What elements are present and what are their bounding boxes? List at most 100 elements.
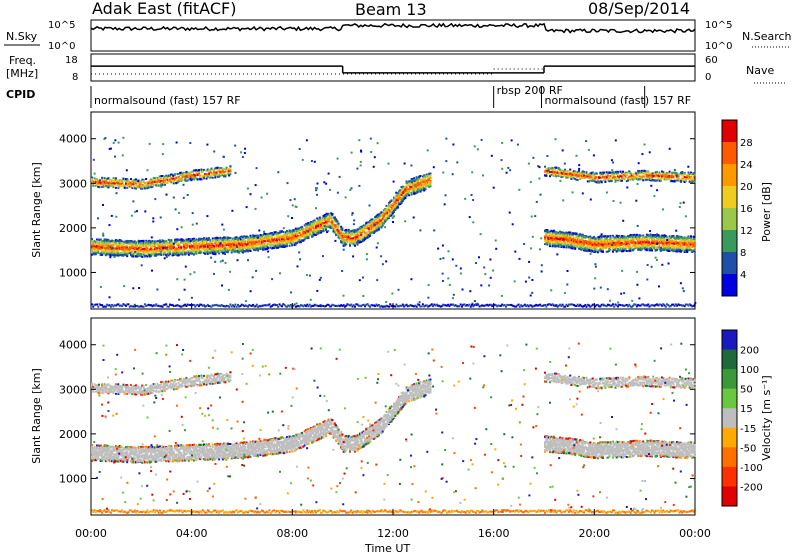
data-cell: [404, 197, 407, 200]
data-cell: [170, 240, 173, 243]
data-cell: [198, 172, 200, 175]
data-cell: [552, 238, 555, 241]
data-cell: [146, 242, 149, 245]
data-cell: [235, 238, 238, 240]
data-cell: [399, 192, 402, 195]
data-cell: [253, 237, 256, 240]
data-cell: [593, 250, 596, 252]
data-cell: [385, 210, 388, 213]
data-cell: [213, 252, 216, 255]
data-cell: [204, 246, 207, 249]
data-cell: [401, 186, 404, 189]
data-cell: [307, 223, 310, 226]
data-cell: [157, 246, 160, 249]
data-cell: [94, 243, 97, 246]
data-cell: [254, 242, 257, 245]
data-cell: [298, 232, 301, 234]
data-cell: [245, 237, 248, 239]
data-cell: [618, 240, 621, 243]
data-cell: [133, 182, 136, 184]
data-cell: [331, 213, 334, 215]
data-cell: [581, 244, 584, 247]
data-cell: [341, 241, 344, 243]
data-cell: [165, 241, 168, 244]
data-cell: [179, 251, 182, 254]
data-cell: [249, 247, 252, 250]
data-cell: [333, 218, 336, 221]
data-cell: [118, 246, 121, 249]
data-cell: [328, 214, 331, 217]
data-cell: [659, 241, 662, 244]
data-cell: [389, 204, 392, 206]
data-cell: [620, 244, 623, 246]
data-cell: [199, 245, 202, 248]
data-cell: [418, 177, 421, 180]
data-cell: [182, 245, 185, 248]
data-cell: [91, 253, 93, 256]
data-cell: [652, 247, 655, 250]
data-cell: [371, 218, 374, 221]
data-cell: [161, 243, 164, 246]
data-cell: [614, 241, 617, 244]
data-cell: [162, 182, 165, 184]
data-cell: [118, 184, 121, 186]
data-cell: [352, 229, 355, 232]
data-cell: [608, 245, 611, 248]
data-cell: [321, 222, 324, 225]
data-cell: [130, 247, 132, 250]
data-cell: [371, 219, 374, 222]
data-cell: [581, 248, 584, 250]
data-cell: [151, 250, 154, 253]
data-cell: [640, 245, 643, 248]
data-cell: [361, 239, 364, 242]
data-cell: [245, 235, 248, 238]
data-cell: [190, 243, 193, 246]
data-cell: [594, 250, 597, 253]
data-cell: [566, 244, 569, 247]
data-cell: [282, 245, 285, 248]
data-cell: [141, 184, 144, 186]
data-cell: [620, 235, 623, 237]
data-cell: [366, 232, 369, 235]
data-cell: [612, 242, 614, 245]
data-cell: [91, 249, 93, 252]
data-cell: [385, 216, 388, 219]
data-cell: [288, 234, 291, 237]
data-cell: [349, 237, 351, 240]
data-cell: [643, 238, 646, 241]
data-cell: [146, 183, 149, 186]
data-cell: [273, 238, 276, 241]
data-cell: [609, 246, 612, 248]
data-cell: [647, 236, 650, 239]
data-cell: [283, 236, 286, 239]
data-cell: [92, 247, 95, 250]
data-cell: [352, 233, 355, 236]
data-cell: [121, 254, 124, 257]
data-cell: [259, 238, 262, 241]
data-cell: [326, 225, 329, 228]
data-cell: [224, 170, 227, 173]
data-cell: [206, 242, 209, 245]
data-cell: [546, 242, 549, 245]
data-cell: [603, 242, 606, 245]
data-cell: [580, 235, 583, 238]
data-cell: [119, 247, 122, 250]
data-cell: [242, 246, 244, 249]
data-cell: [419, 180, 422, 182]
data-cell: [401, 196, 404, 199]
data-cell: [131, 187, 134, 190]
data-cell: [379, 212, 382, 215]
data-cell: [231, 237, 234, 240]
data-cell: [177, 250, 180, 253]
data-cell: [622, 243, 624, 246]
data-cell: [570, 247, 573, 250]
data-cell: [393, 207, 395, 210]
data-cell: [194, 241, 197, 244]
data-cell: [213, 250, 216, 253]
data-cell: [179, 253, 182, 255]
data-cell: [252, 234, 255, 237]
data-cell: [576, 245, 579, 248]
data-cell: [187, 178, 190, 181]
data-cell: [107, 186, 110, 189]
data-cell: [225, 167, 228, 170]
